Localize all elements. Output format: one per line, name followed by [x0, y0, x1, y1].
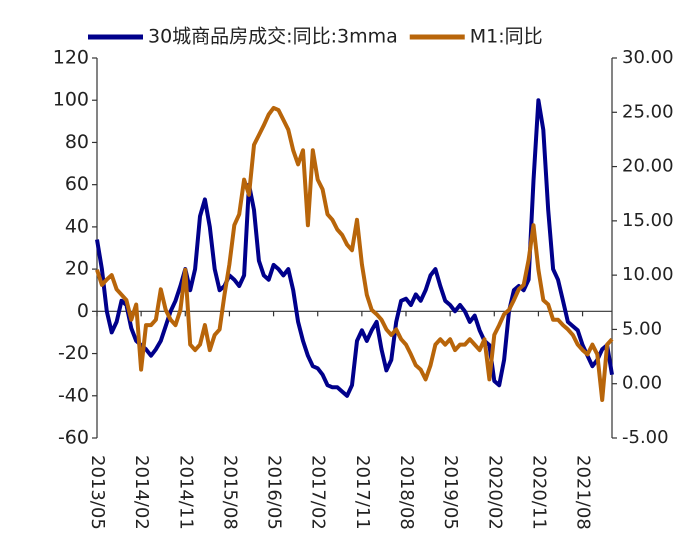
- y-tick-label: -60: [58, 427, 89, 449]
- x-tick-label: 2015/08: [219, 455, 240, 530]
- y-tick-label: 80: [65, 131, 89, 153]
- x-tick-label: 2018/08: [396, 455, 417, 530]
- x-tick-label: 2014/11: [175, 455, 196, 530]
- y-tick-label: 120: [53, 47, 89, 69]
- x-tick-label: 2017/02: [308, 455, 329, 530]
- y-tick-label: -40: [58, 384, 89, 406]
- x-tick-label: 2020/02: [484, 455, 505, 530]
- y-tick-label: 100: [53, 89, 89, 111]
- y-tick-label: 20: [65, 258, 89, 280]
- x-tick-label: 2013/05: [87, 455, 108, 530]
- legend-label: M1:同比: [470, 26, 543, 48]
- y2-tick-label: 0.00: [622, 373, 662, 394]
- y2-tick-label: 25.00: [622, 101, 674, 122]
- y2-tick-label: 5.00: [622, 318, 662, 339]
- y-tick-label: 40: [65, 215, 89, 237]
- y2-tick-label: 30.00: [622, 47, 674, 68]
- x-tick-label: 2021/08: [573, 455, 594, 530]
- x-tick-label: 2019/05: [440, 455, 461, 530]
- x-tick-label: 2014/02: [131, 455, 152, 530]
- y2-tick-label: 10.00: [622, 264, 674, 285]
- y2-tick-label: 20.00: [622, 156, 674, 177]
- legend-label: 30城商品房成交:同比:3mma: [148, 26, 398, 48]
- series-line: [95, 105, 614, 402]
- y-tick-label: 0: [77, 300, 89, 322]
- y-tick-label: 60: [65, 173, 89, 195]
- y2-tick-label: -5.00: [622, 427, 669, 448]
- x-tick-label: 2017/11: [352, 455, 373, 530]
- x-tick-label: 2016/05: [264, 455, 285, 530]
- y-tick-label: -20: [58, 342, 89, 364]
- x-tick-label: 2020/11: [528, 455, 549, 530]
- y2-tick-label: 15.00: [622, 210, 674, 231]
